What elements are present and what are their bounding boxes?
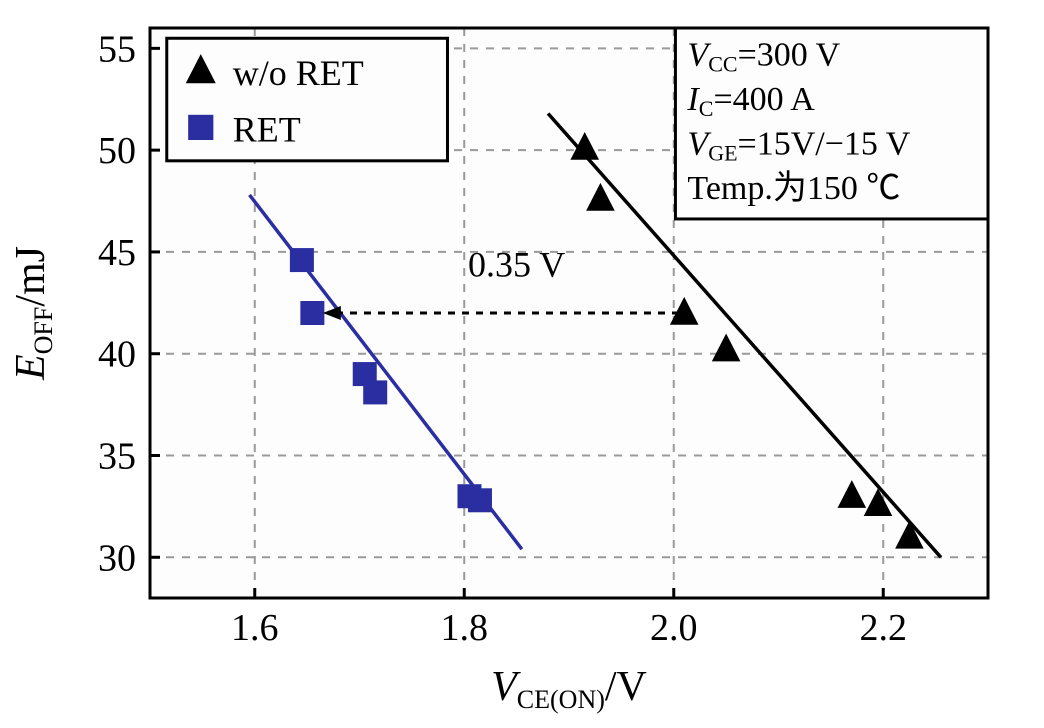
chart-root: 1.61.82.02.2303540455055VCE(ON)/VEOFF/mJ… [0,0,1044,728]
svg-text:RET: RET [233,109,301,149]
svg-text:1.8: 1.8 [441,607,489,649]
svg-text:w/o RET: w/o RET [233,53,364,93]
svg-text:35: 35 [98,436,136,478]
svg-text:40: 40 [98,334,136,376]
svg-text:1.6: 1.6 [231,607,279,649]
svg-text:Temp.为150 ℃: Temp.为150 ℃ [687,170,900,207]
svg-text:55: 55 [98,28,136,70]
svg-text:2.0: 2.0 [650,607,698,649]
svg-text:0.35 V: 0.35 V [468,244,565,284]
svg-text:45: 45 [98,232,136,274]
svg-text:50: 50 [98,130,136,172]
svg-text:2.2: 2.2 [860,607,908,649]
svg-text:30: 30 [98,537,136,579]
